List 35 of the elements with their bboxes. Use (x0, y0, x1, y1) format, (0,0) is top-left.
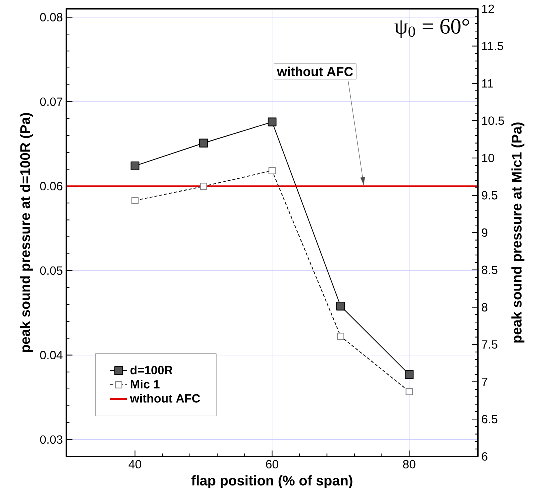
y2-tick-label: 10 (482, 154, 494, 162)
y2-tick-label: 6 (482, 452, 488, 461)
point (336, 302, 346, 311)
point (199, 138, 208, 148)
y2-tick-label: 12 (482, 4, 494, 14)
y-axis-title: peak sound pressure at d=100R (Pa) (20, 113, 34, 352)
y2-tick-label: 8 (482, 303, 488, 312)
point (405, 370, 414, 380)
y-tick-label: 0.04 (40, 351, 63, 360)
y2-tick-label: 11.5 (482, 42, 504, 50)
y-tick-label: 0.05 (40, 266, 63, 276)
legend-label: d=100R (130, 366, 173, 375)
y2-tick-label: 7.5 (482, 340, 498, 349)
y-tick-label: 0.08 (40, 13, 63, 22)
y-tick-label: 0.06 (40, 182, 63, 191)
y2-tick-label: 6.5 (482, 415, 498, 424)
x-tick-label: 60 (266, 460, 279, 469)
point (130, 162, 140, 171)
y2-tick-label: 7 (482, 378, 488, 386)
y-tick-label: 0.03 (40, 436, 63, 444)
y2-tick-label: 8.5 (482, 266, 498, 274)
y2-tick-label: 9.5 (482, 191, 498, 200)
y-tick-label: 0.07 (40, 98, 63, 106)
y2-axis-title: peak sound pressure at Mic1 (Pa) (512, 122, 525, 343)
x-axis-title: flap position (% of span) (192, 476, 353, 489)
annotation: ψ$_{0}$ = 60° (394, 19, 470, 38)
annotation: without AFC (277, 66, 354, 76)
y2-tick-label: 11 (482, 80, 494, 88)
y2-tick-label: 10.5 (482, 116, 504, 126)
legend-label: Mic 1 (131, 380, 160, 389)
x-tick-label: 40 (128, 460, 142, 469)
point (268, 118, 277, 127)
y2-tick-label: 9 (482, 228, 488, 238)
x-tick-label: 80 (403, 460, 416, 469)
legend-label: without AFC (130, 394, 200, 403)
